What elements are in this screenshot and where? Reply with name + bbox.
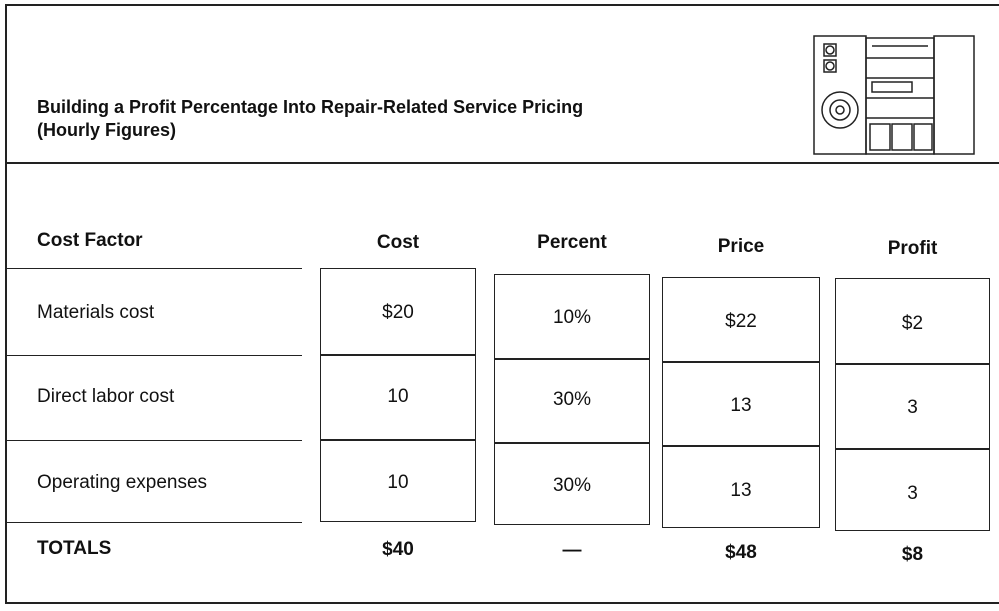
stereo-icon [810, 30, 978, 162]
table-cell: $2 [835, 313, 990, 335]
totals-label: TOTALS [37, 538, 111, 560]
row-label: Direct labor cost [37, 386, 174, 408]
total-cell: $8 [835, 544, 990, 566]
row-line [5, 440, 302, 441]
column-header: Price [662, 236, 820, 258]
row-line [5, 522, 302, 523]
table-cell: 3 [835, 397, 990, 419]
table-cell: 13 [662, 395, 820, 417]
table-cell: 30% [494, 389, 650, 411]
table-cell: $20 [320, 302, 476, 324]
column-header: Profit [835, 238, 990, 260]
column-header: Cost [320, 232, 476, 254]
table-cell: 10% [494, 307, 650, 329]
table-cell: 10 [320, 386, 476, 408]
row-label: Operating expenses [37, 472, 207, 494]
table-cell: 10 [320, 472, 476, 494]
document-page: Building a Profit Percentage Into Repair… [0, 0, 999, 611]
subtitle: (Hourly Figures) [37, 119, 176, 142]
table-cell: 3 [835, 483, 990, 505]
table-cell: $22 [662, 311, 820, 333]
column-header: Percent [494, 232, 650, 254]
total-cell: $40 [320, 539, 476, 561]
table-cell: 30% [494, 475, 650, 497]
column-header: Cost Factor [37, 230, 143, 252]
title: Building a Profit Percentage Into Repair… [37, 96, 583, 119]
row-line [5, 268, 302, 269]
total-cell: $48 [662, 542, 820, 564]
table-cell: 13 [662, 480, 820, 502]
row-line [5, 355, 302, 356]
divider [5, 162, 999, 164]
total-cell: — [494, 540, 650, 562]
row-label: Materials cost [37, 302, 154, 324]
